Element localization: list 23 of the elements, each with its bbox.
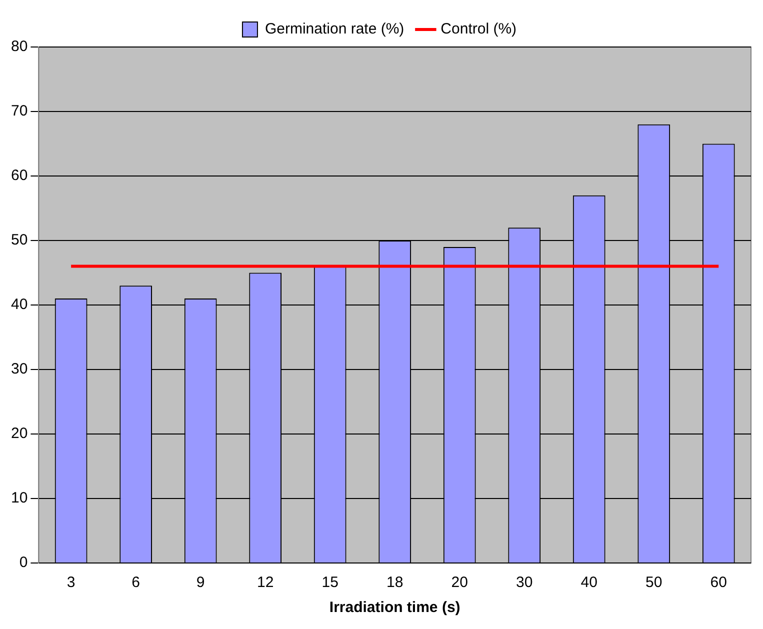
legend-label: Control (%) bbox=[440, 20, 517, 38]
y-tick-label: 70 bbox=[10, 102, 28, 120]
y-tick-label: 10 bbox=[10, 490, 28, 507]
x-tick-label: 30 bbox=[516, 574, 533, 592]
y-tick-label: 40 bbox=[10, 296, 28, 314]
y-tick-label: 20 bbox=[10, 425, 28, 442]
legend-label: Germination rate (%) bbox=[264, 20, 404, 38]
x-tick-label: 18 bbox=[386, 574, 404, 592]
y-tick-label: 60 bbox=[10, 167, 28, 184]
x-tick-label: 12 bbox=[256, 574, 274, 592]
x-tick-label: 60 bbox=[710, 574, 727, 592]
x-tick-label: 20 bbox=[451, 574, 468, 592]
x-tick-label: 40 bbox=[580, 574, 598, 592]
y-tick-label: 0 bbox=[19, 554, 28, 572]
x-tick-label: 15 bbox=[322, 574, 338, 592]
y-tick-label: 30 bbox=[10, 360, 28, 378]
y-tick-label: 80 bbox=[10, 38, 28, 56]
x-tick-label: 3 bbox=[66, 574, 76, 592]
x-tick-label: 6 bbox=[132, 574, 140, 592]
x-tick-label: 50 bbox=[646, 574, 662, 592]
x-axis-title: Irradiation time (s) bbox=[329, 599, 460, 616]
y-tick-label: 50 bbox=[10, 232, 28, 249]
x-tick-label: 9 bbox=[196, 574, 205, 592]
